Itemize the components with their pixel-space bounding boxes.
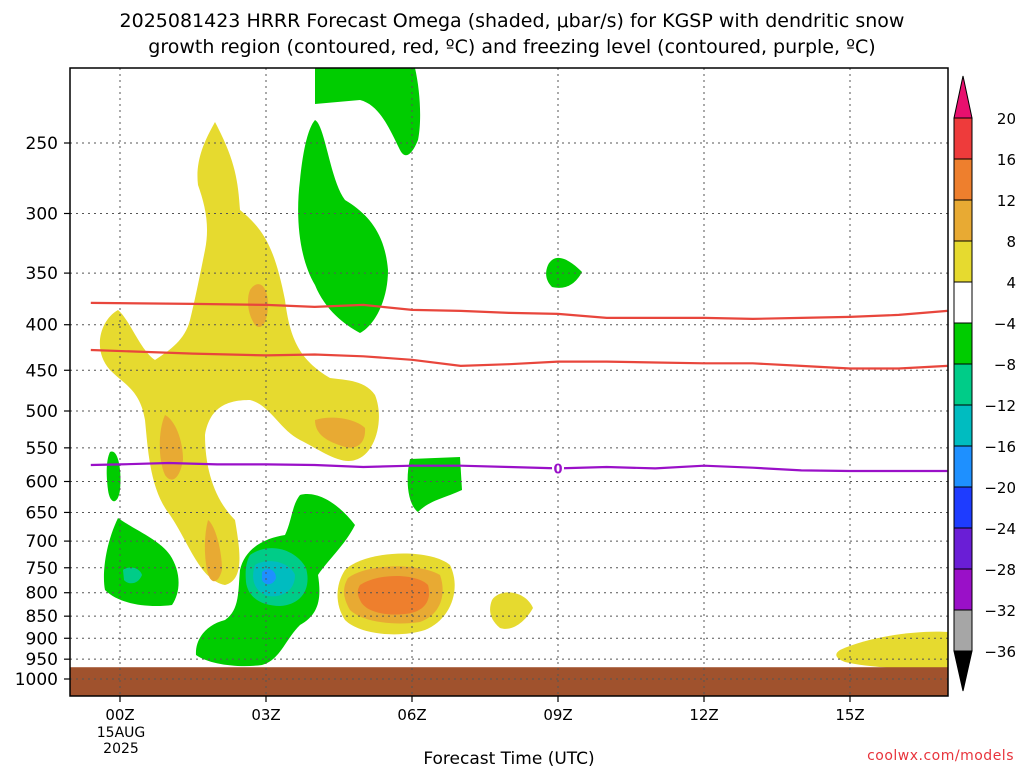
omega-region-negative	[106, 451, 121, 502]
colorbar-label: −12	[984, 397, 1016, 415]
colorbar-swatch	[953, 75, 973, 119]
omega-region-positive	[357, 575, 430, 615]
omega-shading	[99, 68, 948, 669]
ground-fill	[70, 667, 948, 696]
x-axis: 15AUG 2025 Forecast Time (UTC) 00Z 03Z 06Z…	[97, 696, 865, 768]
y-tick-label: 650	[26, 503, 58, 523]
omega-region-negative	[123, 567, 142, 584]
colorbar-swatch	[953, 158, 973, 201]
x-tick-label: 09Z	[543, 706, 572, 724]
chart-title-line-2: growth region (contoured, red, ºC) and f…	[148, 36, 876, 58]
chart-title-line-1: 2025081423 HRRR Forecast Omega (shaded, …	[119, 10, 905, 32]
colorbar-swatch	[953, 486, 973, 529]
y-tick-label: 750	[26, 559, 58, 579]
colorbar-label: 8	[1006, 233, 1016, 251]
colorbar-swatch	[953, 117, 973, 160]
plot-frame	[69, 67, 949, 697]
omega-region-positive	[204, 520, 222, 582]
y-tick-label: 1000	[15, 670, 58, 690]
ground	[70, 667, 948, 696]
omega-region-negative	[407, 457, 462, 512]
colorbar-label: −36	[984, 643, 1016, 661]
x-axis-title: Forecast Time (UTC)	[423, 749, 594, 768]
omega-region-negative	[103, 518, 179, 607]
credit-link[interactable]: coolwx.com/models	[867, 748, 1014, 764]
colorbar-label: 12	[997, 192, 1016, 210]
colorbar-swatch	[953, 363, 973, 406]
y-tick-label: 400	[26, 316, 58, 336]
chart-title: 2025081423 HRRR Forecast Omega (shaded, …	[0, 8, 1024, 60]
y-tick-label: 900	[26, 629, 58, 649]
x-tick-label: 12Z	[689, 706, 718, 724]
y-tick-label: 350	[26, 264, 58, 284]
grid	[70, 68, 948, 696]
dendritic-growth-contour	[90, 301, 948, 321]
plot-area: 0	[69, 67, 949, 697]
colorbar-swatch	[953, 404, 973, 447]
colorbar-swatch	[953, 281, 973, 324]
y-tick-label: 300	[26, 204, 58, 224]
y-tick-label: 500	[26, 402, 58, 422]
colorbar-swatch	[953, 240, 973, 283]
y-tick-label: 850	[26, 607, 58, 627]
omega-region-negative	[298, 120, 388, 333]
colorbar-label: 20	[997, 110, 1016, 128]
colorbar-swatch	[953, 445, 973, 488]
colorbar-swatch	[953, 199, 973, 242]
colorbar-swatch	[953, 650, 973, 692]
y-tick-label: 550	[26, 439, 58, 459]
x-tick-label: 15Z	[835, 706, 864, 724]
dendritic-growth-contour	[90, 348, 948, 370]
colorbar-swatch	[953, 568, 973, 611]
y-tick-label: 600	[26, 472, 58, 492]
colorbar: 20 16 12 8 4 −4 −8 −12 −16 −20 −24 −28 −32 −36	[953, 75, 1016, 692]
colorbar-swatch	[953, 527, 973, 570]
omega-region-positive	[490, 592, 533, 629]
colorbar-label: −24	[984, 520, 1016, 538]
omega-region-negative	[315, 68, 421, 156]
freezing-level-label-bg	[552, 460, 564, 477]
omega-region-positive	[315, 417, 366, 448]
colorbar-label: −28	[984, 561, 1016, 579]
colorbar-label: −8	[994, 356, 1016, 374]
colorbar-label: −16	[984, 438, 1016, 456]
colorbar-label: −20	[984, 479, 1016, 497]
colorbar-label: 16	[997, 151, 1016, 169]
colorbar-swatch	[953, 322, 973, 365]
y-axis: 2503003504004505005506006507007508008509…	[15, 134, 70, 690]
x-date-label: 2025	[103, 741, 139, 757]
y-tick-label: 250	[26, 134, 58, 154]
omega-region-negative	[546, 257, 582, 288]
y-tick-label: 700	[26, 532, 58, 552]
contour-lines: 0	[90, 301, 948, 477]
x-tick-label: 00Z	[105, 706, 134, 724]
freezing-level-contour	[90, 461, 948, 473]
colorbar-label: −4	[994, 315, 1016, 333]
colorbar-swatch	[953, 609, 973, 652]
x-tick-label: 03Z	[251, 706, 280, 724]
colorbar-label: 4	[1006, 274, 1016, 292]
omega-region-positive	[836, 631, 948, 669]
y-tick-label: 800	[26, 584, 58, 604]
x-tick-label: 06Z	[397, 706, 426, 724]
y-tick-label: 950	[26, 650, 58, 670]
x-date-label: 15AUG	[97, 725, 146, 741]
freezing-level-label: 0	[553, 462, 562, 477]
colorbar-label: −32	[984, 602, 1016, 620]
y-tick-label: 450	[26, 361, 58, 381]
